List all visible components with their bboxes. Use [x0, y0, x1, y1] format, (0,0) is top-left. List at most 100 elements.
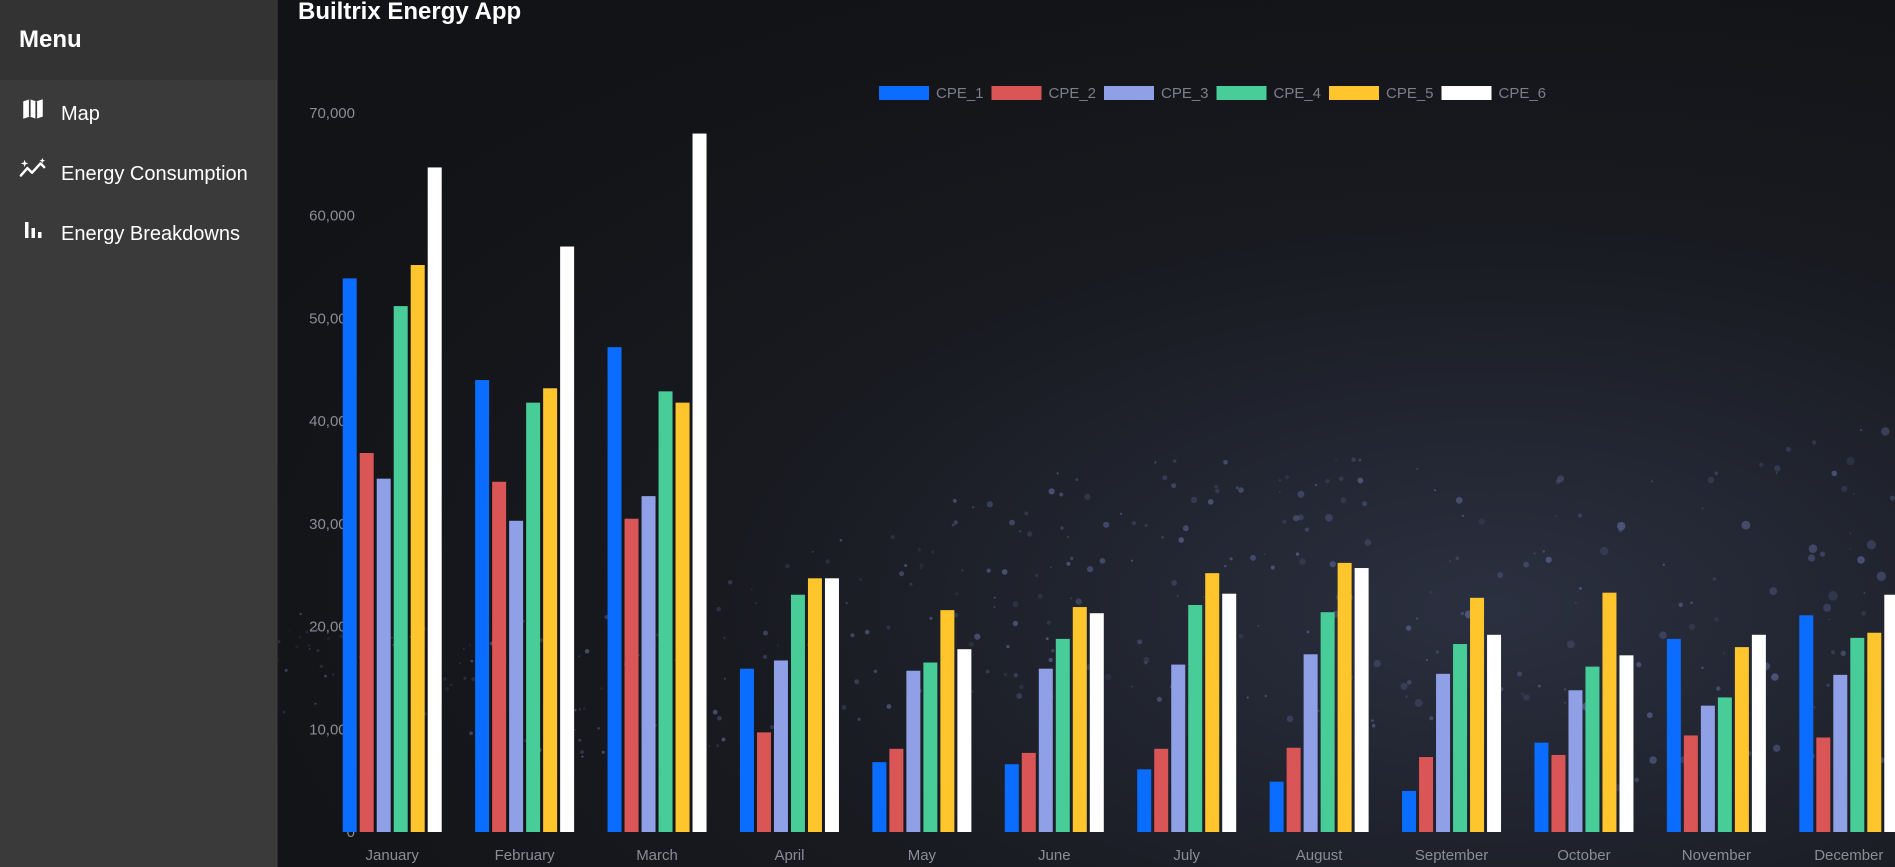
- bar[interactable]: [1154, 748, 1169, 832]
- bar[interactable]: [1402, 790, 1417, 832]
- bar[interactable]: [923, 662, 938, 832]
- bar[interactable]: [1833, 674, 1848, 832]
- bar[interactable]: [1269, 781, 1284, 832]
- sidebar-item-map[interactable]: Map: [0, 80, 277, 140]
- legend-item[interactable]: CPE_4: [1216, 85, 1322, 102]
- sidebar-item-energy-consumption[interactable]: Energy Consumption: [0, 140, 277, 200]
- bar[interactable]: [1700, 705, 1715, 832]
- bars: January February March April May June July Augu…: [342, 133, 1895, 864]
- bar[interactable]: [1205, 573, 1220, 832]
- legend-item[interactable]: CPE_6: [1441, 85, 1547, 102]
- bar[interactable]: [1320, 612, 1335, 832]
- bar[interactable]: [1038, 668, 1053, 832]
- bar[interactable]: [1751, 634, 1766, 832]
- bar[interactable]: [1683, 735, 1698, 832]
- legend-item[interactable]: CPE_3: [1104, 85, 1209, 102]
- bar[interactable]: [1534, 742, 1549, 832]
- bar[interactable]: [624, 518, 639, 832]
- bar[interactable]: [1470, 597, 1485, 832]
- legend-item[interactable]: CPE_2: [991, 85, 1097, 102]
- bar[interactable]: [692, 133, 707, 833]
- bar[interactable]: [756, 732, 771, 832]
- background-dot: [1649, 756, 1657, 764]
- bar[interactable]: [1666, 638, 1681, 832]
- bar[interactable]: [1816, 737, 1831, 832]
- bar[interactable]: [1222, 593, 1237, 832]
- background-dot: [331, 673, 335, 676]
- background-dot: [1533, 552, 1536, 555]
- bar[interactable]: [872, 762, 887, 832]
- bar[interactable]: [658, 391, 673, 832]
- legend-swatch: [1216, 86, 1267, 100]
- bar[interactable]: [359, 452, 374, 832]
- bar[interactable]: [1619, 655, 1634, 832]
- bar[interactable]: [1188, 605, 1203, 832]
- bar[interactable]: [1717, 697, 1732, 832]
- background-dot: [1416, 467, 1419, 470]
- bar[interactable]: [1055, 638, 1070, 832]
- bar[interactable]: [889, 748, 904, 832]
- bar[interactable]: [1004, 764, 1019, 832]
- background-dot: [873, 669, 878, 673]
- bar[interactable]: [1867, 632, 1882, 832]
- bar[interactable]: [824, 578, 839, 832]
- bar[interactable]: [1734, 647, 1749, 832]
- bar[interactable]: [1419, 757, 1434, 832]
- bar[interactable]: [1137, 769, 1152, 832]
- bar[interactable]: [1551, 754, 1566, 832]
- bar[interactable]: [607, 347, 622, 832]
- bar[interactable]: [509, 520, 524, 832]
- bar[interactable]: [1884, 594, 1895, 832]
- background-dot: [1406, 680, 1412, 685]
- bar[interactable]: [906, 670, 921, 832]
- background-dot: [1425, 659, 1428, 661]
- bar[interactable]: [1602, 592, 1617, 832]
- bar[interactable]: [1568, 690, 1583, 832]
- background-dot: [316, 628, 319, 631]
- bar[interactable]: [807, 578, 822, 832]
- background-dot: [1566, 640, 1575, 649]
- bar[interactable]: [393, 306, 408, 832]
- bar[interactable]: [1850, 637, 1865, 832]
- background-dot: [854, 679, 860, 685]
- bar[interactable]: [1072, 607, 1087, 832]
- bar[interactable]: [475, 380, 490, 832]
- bar[interactable]: [1286, 747, 1301, 832]
- bar[interactable]: [1487, 634, 1502, 832]
- bar[interactable]: [957, 649, 972, 832]
- bar[interactable]: [739, 668, 754, 832]
- bar[interactable]: [675, 402, 690, 832]
- sidebar-item-energy-breakdowns[interactable]: Energy Breakdowns: [0, 200, 277, 260]
- bar[interactable]: [560, 246, 575, 832]
- bar[interactable]: [1021, 752, 1036, 832]
- sidebar: Menu Map Energy Consumption: [0, 0, 278, 867]
- bar[interactable]: [1436, 673, 1451, 832]
- legend-item[interactable]: CPE_1: [879, 85, 984, 102]
- bar[interactable]: [1303, 654, 1318, 832]
- bar[interactable]: [1585, 666, 1600, 832]
- bar[interactable]: [543, 388, 558, 832]
- background-dot: [1246, 696, 1249, 699]
- background-dot: [1214, 484, 1218, 489]
- bar[interactable]: [1453, 644, 1468, 832]
- bar[interactable]: [1337, 562, 1352, 832]
- bar[interactable]: [790, 594, 805, 832]
- bar[interactable]: [342, 278, 357, 832]
- bar[interactable]: [1799, 615, 1814, 832]
- bar[interactable]: [427, 167, 442, 832]
- bar[interactable]: [641, 496, 656, 832]
- bar[interactable]: [1089, 613, 1104, 832]
- legend-item[interactable]: CPE_5: [1329, 85, 1434, 102]
- background-dot: [1223, 460, 1228, 465]
- bar[interactable]: [1171, 664, 1186, 832]
- bar[interactable]: [773, 660, 788, 832]
- background-dot: [278, 640, 281, 644]
- bar[interactable]: [410, 265, 425, 832]
- bar[interactable]: [376, 478, 391, 832]
- background-dot: [597, 727, 600, 730]
- background-dot: [1229, 557, 1233, 561]
- bar[interactable]: [940, 610, 955, 832]
- bar[interactable]: [526, 402, 541, 832]
- bar[interactable]: [492, 481, 507, 832]
- bar[interactable]: [1354, 568, 1369, 832]
